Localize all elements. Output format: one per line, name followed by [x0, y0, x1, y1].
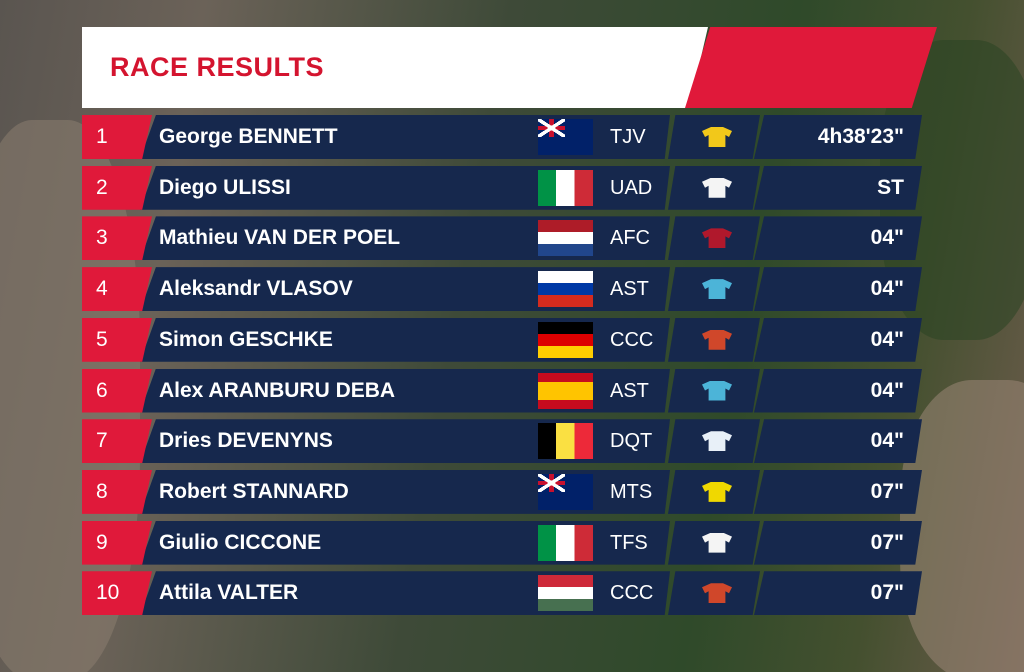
- result-row: 3 Mathieu VAN DER POEL AFC 04": [82, 216, 942, 261]
- flag: [538, 119, 593, 155]
- result-row: 8 Robert STANNARD MTS 07": [82, 469, 942, 514]
- title: RACE RESULTS: [110, 52, 325, 82]
- team-jersey: [702, 329, 732, 350]
- result-row: 5 Simon GESCHKE CCC 04": [82, 317, 942, 362]
- rider-name: Aleksandr VLASOV: [159, 277, 353, 301]
- team-code: AFC: [610, 227, 650, 250]
- finish-time: 04": [870, 429, 904, 453]
- flag: [538, 423, 593, 460]
- result-row: 10 Attila VALTER CCC 07": [82, 571, 942, 616]
- rider-name: Dries DEVENYNS: [159, 429, 333, 453]
- time-panel: [754, 165, 922, 210]
- rank: 7: [82, 419, 152, 464]
- time-panel: [754, 520, 922, 565]
- rider-name: Robert STANNARD: [159, 479, 349, 503]
- finish-time: 07": [870, 581, 904, 605]
- rider-name: Giulio CICCONE: [159, 530, 322, 554]
- team-jersey: [702, 127, 732, 147]
- rider-name: Alex ARANBURU DEBA: [159, 378, 396, 402]
- result-row: 7 Dries DEVENYNS DQT 04": [82, 419, 942, 464]
- finish-time: 4h38'23": [817, 125, 904, 148]
- time-panel: [754, 216, 922, 261]
- result-row: 2 Diego ULISSI UAD ST: [82, 165, 942, 210]
- finish-time: 04": [870, 277, 904, 301]
- flag: [538, 220, 593, 257]
- time-panel: [754, 317, 922, 362]
- team-jersey: [702, 583, 732, 604]
- result-row: 9 Giulio CICCONE TFS 07": [82, 520, 942, 565]
- rank: 10: [82, 571, 152, 616]
- team-jersey: [702, 279, 732, 300]
- result-row: 4 Aleksandr VLASOV AST 04": [82, 267, 942, 312]
- title-accent: [685, 27, 937, 108]
- team-code: UAD: [610, 176, 653, 199]
- team-jersey: [702, 431, 732, 452]
- team-code: MTS: [610, 480, 653, 503]
- rank: 3: [82, 216, 152, 261]
- team-jersey: [702, 481, 732, 502]
- finish-time: 04": [870, 327, 904, 351]
- rider-name: Diego ULISSI: [159, 175, 291, 199]
- team-jersey: [702, 228, 732, 249]
- rider-name: George BENNETT: [159, 125, 338, 148]
- flag: [538, 473, 593, 510]
- rider-name: Simon GESCHKE: [159, 327, 333, 351]
- rider-name: Attila VALTER: [159, 581, 299, 605]
- flag-canton: [538, 119, 565, 137]
- rank: 2: [82, 165, 152, 210]
- time-panel: [754, 571, 922, 616]
- finish-time: 04": [870, 226, 904, 250]
- team-code: DQT: [610, 430, 653, 453]
- rank: 4: [82, 267, 152, 312]
- title-bar: [82, 27, 708, 108]
- team-jersey: [702, 532, 732, 553]
- result-row: 6 Alex ARANBURU DEBA AST 04": [82, 368, 942, 413]
- flag: [538, 524, 593, 561]
- rank: 1: [82, 115, 152, 159]
- finish-time: 07": [870, 479, 904, 503]
- flag: [538, 271, 593, 308]
- rank: 5: [82, 317, 152, 362]
- team-code: CCC: [610, 328, 654, 351]
- finish-time: 04": [870, 378, 904, 402]
- team-jersey: [702, 177, 732, 198]
- flag: [538, 372, 593, 409]
- finish-time: 07": [870, 530, 904, 554]
- time-panel: [754, 115, 922, 159]
- team-code: AST: [610, 379, 649, 402]
- time-panel: [754, 267, 922, 312]
- flag: [538, 575, 593, 612]
- rank: 8: [82, 469, 152, 514]
- team-jersey: [702, 380, 732, 401]
- team-code: TFS: [610, 531, 648, 554]
- flag: [538, 169, 593, 206]
- time-panel: [754, 419, 922, 464]
- team-code: CCC: [610, 582, 654, 605]
- flag: [538, 321, 593, 358]
- time-panel: [754, 368, 922, 413]
- flag-canton: [538, 473, 565, 492]
- rank: 6: [82, 368, 152, 413]
- team-code: AST: [610, 278, 649, 301]
- time-panel: [754, 469, 922, 514]
- result-row: 1 George BENNETT TJV 4h38'23": [82, 115, 942, 159]
- rider-name: Mathieu VAN DER POEL: [159, 226, 401, 250]
- finish-time: ST: [877, 175, 904, 199]
- rank: 9: [82, 520, 152, 565]
- team-code: TJV: [610, 126, 646, 148]
